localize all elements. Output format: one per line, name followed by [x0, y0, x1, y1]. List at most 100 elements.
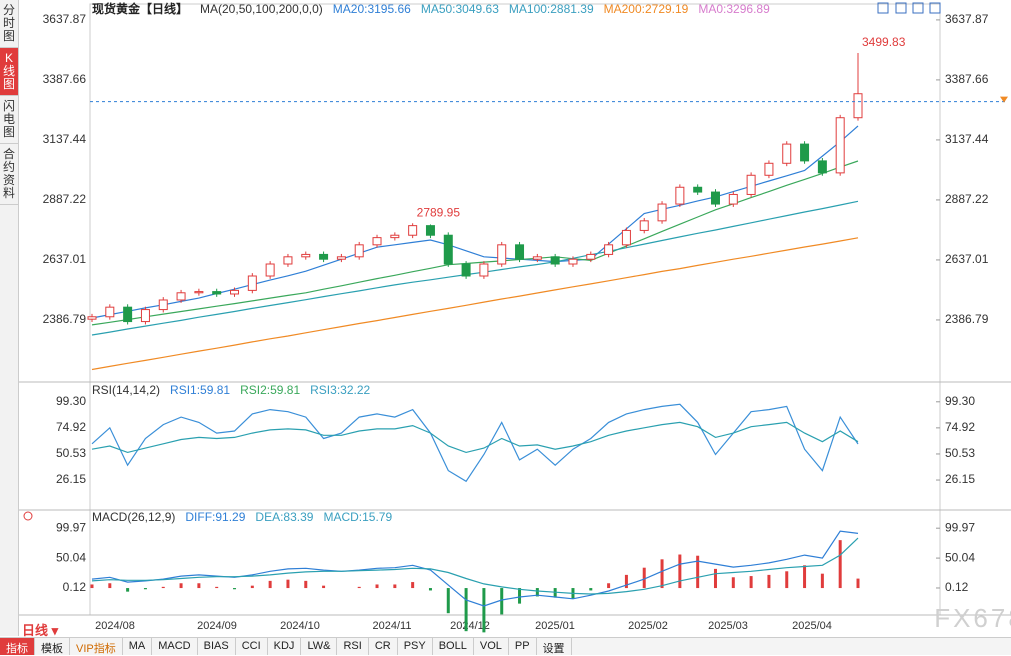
y-tick-label: 26.15	[945, 472, 975, 486]
toolbar: 指标 模板 VIP指标 MA MACD BIAS CCI KDJ LW& RSI CR PSY BOLL…	[0, 637, 1011, 655]
x-tick-label: 2024/08	[95, 620, 135, 632]
sidebar-tab[interactable]: 合约资料	[0, 144, 18, 205]
candle-body	[87, 316, 97, 320]
toolbar-item[interactable]: 指标	[0, 638, 35, 655]
candle-body	[390, 234, 400, 239]
legend-entry: MA100:2881.39	[509, 2, 594, 16]
candle-body	[604, 244, 614, 255]
candle-body	[532, 256, 542, 260]
candle-body	[764, 162, 774, 176]
toolbar-item[interactable]: VIP指标	[70, 638, 123, 655]
legend-entry: DEA:83.39	[255, 510, 313, 524]
macd-bar	[607, 583, 611, 589]
macd-bar	[642, 567, 646, 589]
sidebar-tab[interactable]: 闪电图	[0, 96, 18, 144]
toolbar-item[interactable]: BOLL	[433, 638, 474, 655]
toolbar-icons[interactable]	[877, 2, 941, 14]
candle-body	[835, 117, 845, 174]
macd-bar	[482, 588, 486, 633]
macd-bar	[197, 583, 201, 589]
macd-bar	[553, 588, 557, 598]
candle-body	[247, 275, 257, 291]
toolbar-item[interactable]: CCI	[236, 638, 268, 655]
sidebar-tab[interactable]: K线图	[0, 48, 18, 96]
toolbar-item[interactable]: LW&	[301, 638, 338, 655]
chart: FX678 2024/08 2024/09 2024/10 2024/11 2024/1…	[18, 1, 1011, 633]
toolbar-item[interactable]: RSI	[337, 638, 369, 655]
series-line	[91, 421, 859, 454]
icon[interactable]	[912, 2, 924, 14]
settings-icon[interactable]	[23, 511, 33, 521]
candle-body	[265, 263, 275, 277]
macd-bar	[215, 586, 219, 589]
toolbar-item[interactable]: MACD	[152, 638, 198, 655]
candle-body	[568, 258, 578, 265]
toolbar-item[interactable]: PP	[509, 638, 537, 655]
candle-body	[710, 191, 720, 205]
macd-bar	[357, 586, 361, 589]
macd-bar	[143, 588, 147, 590]
y-tick-label: 2637.01	[43, 252, 87, 266]
y-tick-label: 2887.22	[43, 192, 87, 206]
toolbar-item[interactable]: BIAS	[198, 638, 236, 655]
toolbar-item[interactable]: VOL	[474, 638, 509, 655]
y-tick-label: 50.53	[945, 446, 975, 460]
candle-body	[728, 193, 738, 205]
chart-title: 现货黄金【日线】	[92, 1, 188, 16]
series-line	[91, 403, 859, 483]
y-tick-label: 0.12	[63, 580, 87, 594]
icon[interactable]	[877, 2, 889, 14]
macd-bar	[678, 554, 682, 589]
period-tab[interactable]: 日线 ▾	[22, 623, 59, 638]
macd-bar	[535, 588, 539, 597]
candle-body	[425, 225, 435, 236]
legend-entry: MACD(26,12,9)	[92, 510, 175, 524]
macd-bar	[161, 586, 165, 589]
series-line	[91, 530, 859, 607]
toolbar-item[interactable]: 模板	[35, 638, 70, 655]
y-tick-label: 99.30	[56, 394, 86, 408]
macd-bar	[696, 555, 700, 589]
toolbar-item[interactable]: KDJ	[268, 638, 302, 655]
legend-entry: MA20:3195.66	[333, 2, 411, 16]
candle-body	[443, 234, 453, 265]
candle-body	[586, 253, 596, 260]
sidebar-tab[interactable]: 分时图	[0, 0, 18, 48]
macd-bar	[108, 583, 112, 589]
macd-bar	[589, 588, 593, 591]
macd-bar	[286, 579, 290, 589]
toolbar-item[interactable]: 设置	[537, 638, 572, 655]
last-price-marker	[1000, 96, 1008, 103]
y-tick-label: 3137.44	[43, 132, 87, 146]
candle-body	[461, 263, 471, 277]
toolbar-item[interactable]: PSY	[398, 638, 433, 655]
legend-entry: MA0:3296.89	[698, 2, 770, 16]
macd-bar	[660, 559, 664, 589]
x-tick-label: 2025/04	[792, 620, 832, 632]
macd-bar	[233, 588, 237, 590]
candle-body	[105, 306, 115, 318]
candle-body	[817, 160, 827, 174]
candle-body	[319, 253, 329, 260]
candle-body	[621, 229, 631, 246]
sidebar: 分时图 K线图 闪电图 合约资料	[0, 0, 19, 636]
icon[interactable]	[929, 2, 941, 14]
macd-bar	[411, 582, 415, 589]
macd-bar	[820, 573, 824, 589]
period-label[interactable]: 日线	[22, 623, 49, 638]
toolbar-item[interactable]: CR	[369, 638, 398, 655]
macd-bar	[393, 584, 397, 589]
x-tick-label: 2025/03	[708, 620, 748, 632]
macd-bar	[375, 584, 379, 589]
candle-body	[230, 289, 240, 295]
candle-body	[550, 256, 560, 265]
y-tick-label: 74.92	[56, 420, 86, 434]
y-tick-label: 50.04	[56, 550, 86, 564]
y-tick-label: 50.04	[945, 550, 975, 564]
candle-body	[408, 225, 418, 236]
icon[interactable]	[895, 2, 907, 14]
y-tick-label: 3637.87	[945, 12, 989, 26]
toolbar-item[interactable]: MA	[123, 638, 153, 655]
candle-body	[657, 203, 667, 222]
